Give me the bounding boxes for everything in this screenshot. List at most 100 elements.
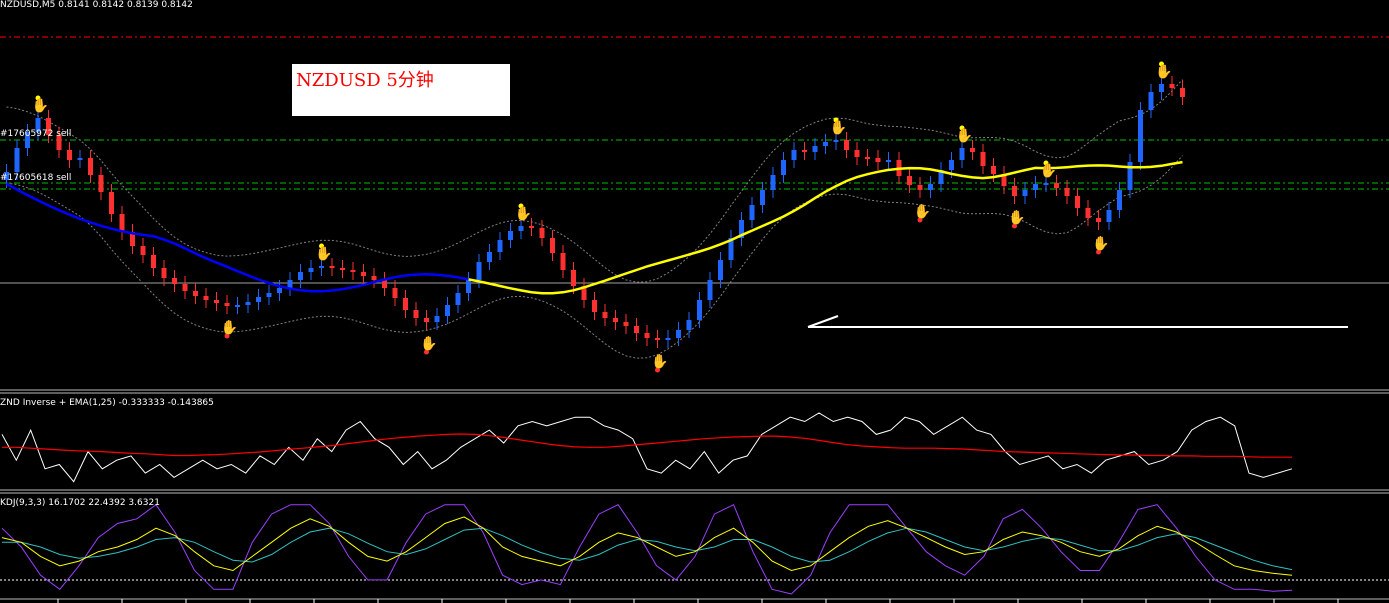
- candle-body: [487, 252, 492, 262]
- candle-body: [928, 184, 933, 190]
- candle-body: [1148, 92, 1154, 110]
- band-lower: [6, 155, 1183, 359]
- candle-body: [844, 140, 849, 150]
- ma-down-segment: [5, 182, 469, 293]
- candle-body: [109, 192, 114, 214]
- candle-body: [235, 305, 240, 307]
- symbol-label: NZDUSD 5分钟: [296, 70, 434, 91]
- candle-body: [781, 160, 786, 175]
- candle-body: [991, 166, 996, 174]
- symbol-label-box: NZDUSD 5分钟: [292, 64, 510, 116]
- candle-body: [1022, 190, 1028, 196]
- hand-icon-yellow: ✋: [420, 335, 437, 352]
- candle-body: [245, 302, 251, 305]
- candle-body: [161, 268, 167, 278]
- candle-body: [455, 293, 461, 305]
- moving-average-line: [5, 160, 1183, 295]
- candle-body: [382, 280, 387, 288]
- hand-icon-red: ✋: [1155, 63, 1172, 80]
- candle-body: [256, 297, 261, 302]
- candle-body: [434, 316, 440, 322]
- candle-body: [959, 148, 965, 160]
- candle-body: [823, 142, 828, 146]
- candle-body: [518, 226, 524, 231]
- candle-body: [560, 253, 566, 270]
- candle-body: [980, 152, 986, 166]
- candle-body: [88, 158, 93, 175]
- candle-body: [1138, 110, 1143, 162]
- candle-body: [686, 320, 692, 330]
- candle-body: [917, 185, 923, 190]
- band-upper: [6, 79, 1183, 283]
- candle-body: [802, 150, 807, 152]
- candle-body: [1033, 184, 1038, 190]
- ma-up-segment: [468, 160, 1183, 295]
- candle-body: [340, 268, 345, 270]
- candle-body: [203, 296, 209, 300]
- candle-body: [1180, 88, 1185, 97]
- candle-body: [77, 158, 83, 160]
- candle-body: [938, 170, 944, 184]
- low-dot: [224, 333, 230, 339]
- candle-body: [760, 190, 765, 205]
- candle-body: [140, 246, 146, 255]
- signal-markers: ✋ ✋ ✋ ✋ ✋ ✋ ✋ ✋ ✋ ✋ ✋ ✋ ✋: [32, 61, 1172, 373]
- kdj-j-line: [1, 503, 1293, 595]
- candle-body: [728, 238, 734, 260]
- candle-body: [119, 214, 125, 232]
- candle-body: [581, 286, 587, 300]
- candle-body: [1001, 174, 1007, 186]
- candle-body: [865, 157, 870, 159]
- hand-icon-red: ✋: [315, 245, 332, 262]
- candle-body: [1117, 190, 1122, 210]
- candle-body: [1159, 84, 1164, 92]
- hand-icon-yellow: ✋: [1092, 235, 1109, 252]
- candle-body: [970, 148, 975, 152]
- candle-body: [749, 205, 755, 220]
- hand-icon-red: ✋: [32, 97, 49, 114]
- candle-body: [1096, 218, 1101, 222]
- candle-body: [403, 298, 408, 310]
- candle-body: [1085, 208, 1091, 218]
- candle-body: [655, 338, 660, 340]
- candle-body: [67, 150, 72, 160]
- candle-body: [277, 288, 282, 293]
- candle-body: [476, 262, 482, 280]
- candle-body: [1012, 186, 1017, 196]
- candle-body: [718, 260, 723, 280]
- candle-body: [298, 272, 303, 280]
- candle-body: [907, 176, 912, 185]
- candle-body: [445, 305, 450, 316]
- candle-body: [529, 226, 534, 228]
- candle-body: [571, 270, 576, 286]
- candle-body: [602, 312, 608, 318]
- znd-panel: [1, 412, 1293, 483]
- candle-body: [539, 228, 545, 238]
- candle-body: [949, 160, 954, 170]
- order-label-1: #17605972 sell: [0, 129, 72, 139]
- hand-icon-yellow: ✋: [221, 319, 238, 336]
- hand-icon-yellow: ✋: [914, 203, 931, 220]
- low-dot: [917, 217, 923, 223]
- candle-body: [214, 300, 219, 303]
- candle-body: [854, 150, 860, 157]
- candles: [4, 76, 1185, 348]
- low-dot: [424, 349, 429, 355]
- candle-body: [25, 132, 30, 148]
- candle-body: [130, 232, 135, 246]
- candle-body: [329, 266, 335, 268]
- hand-icon-yellow: ✋: [651, 353, 668, 370]
- candle-body: [886, 160, 891, 162]
- hand-icon-red: ✋: [515, 205, 532, 222]
- candle-body: [466, 280, 471, 293]
- candle-body: [508, 231, 513, 240]
- znd-header: ZND Inverse + EMA(1,25) -0.333333 -0.143…: [0, 398, 214, 408]
- high-dot: [959, 125, 965, 131]
- candle-body: [697, 300, 702, 320]
- bollinger-bands: [6, 79, 1183, 359]
- high-dot: [319, 243, 324, 249]
- kdj-panel: [0, 503, 1389, 595]
- high-dot: [1159, 61, 1164, 67]
- candle-body: [1075, 196, 1080, 208]
